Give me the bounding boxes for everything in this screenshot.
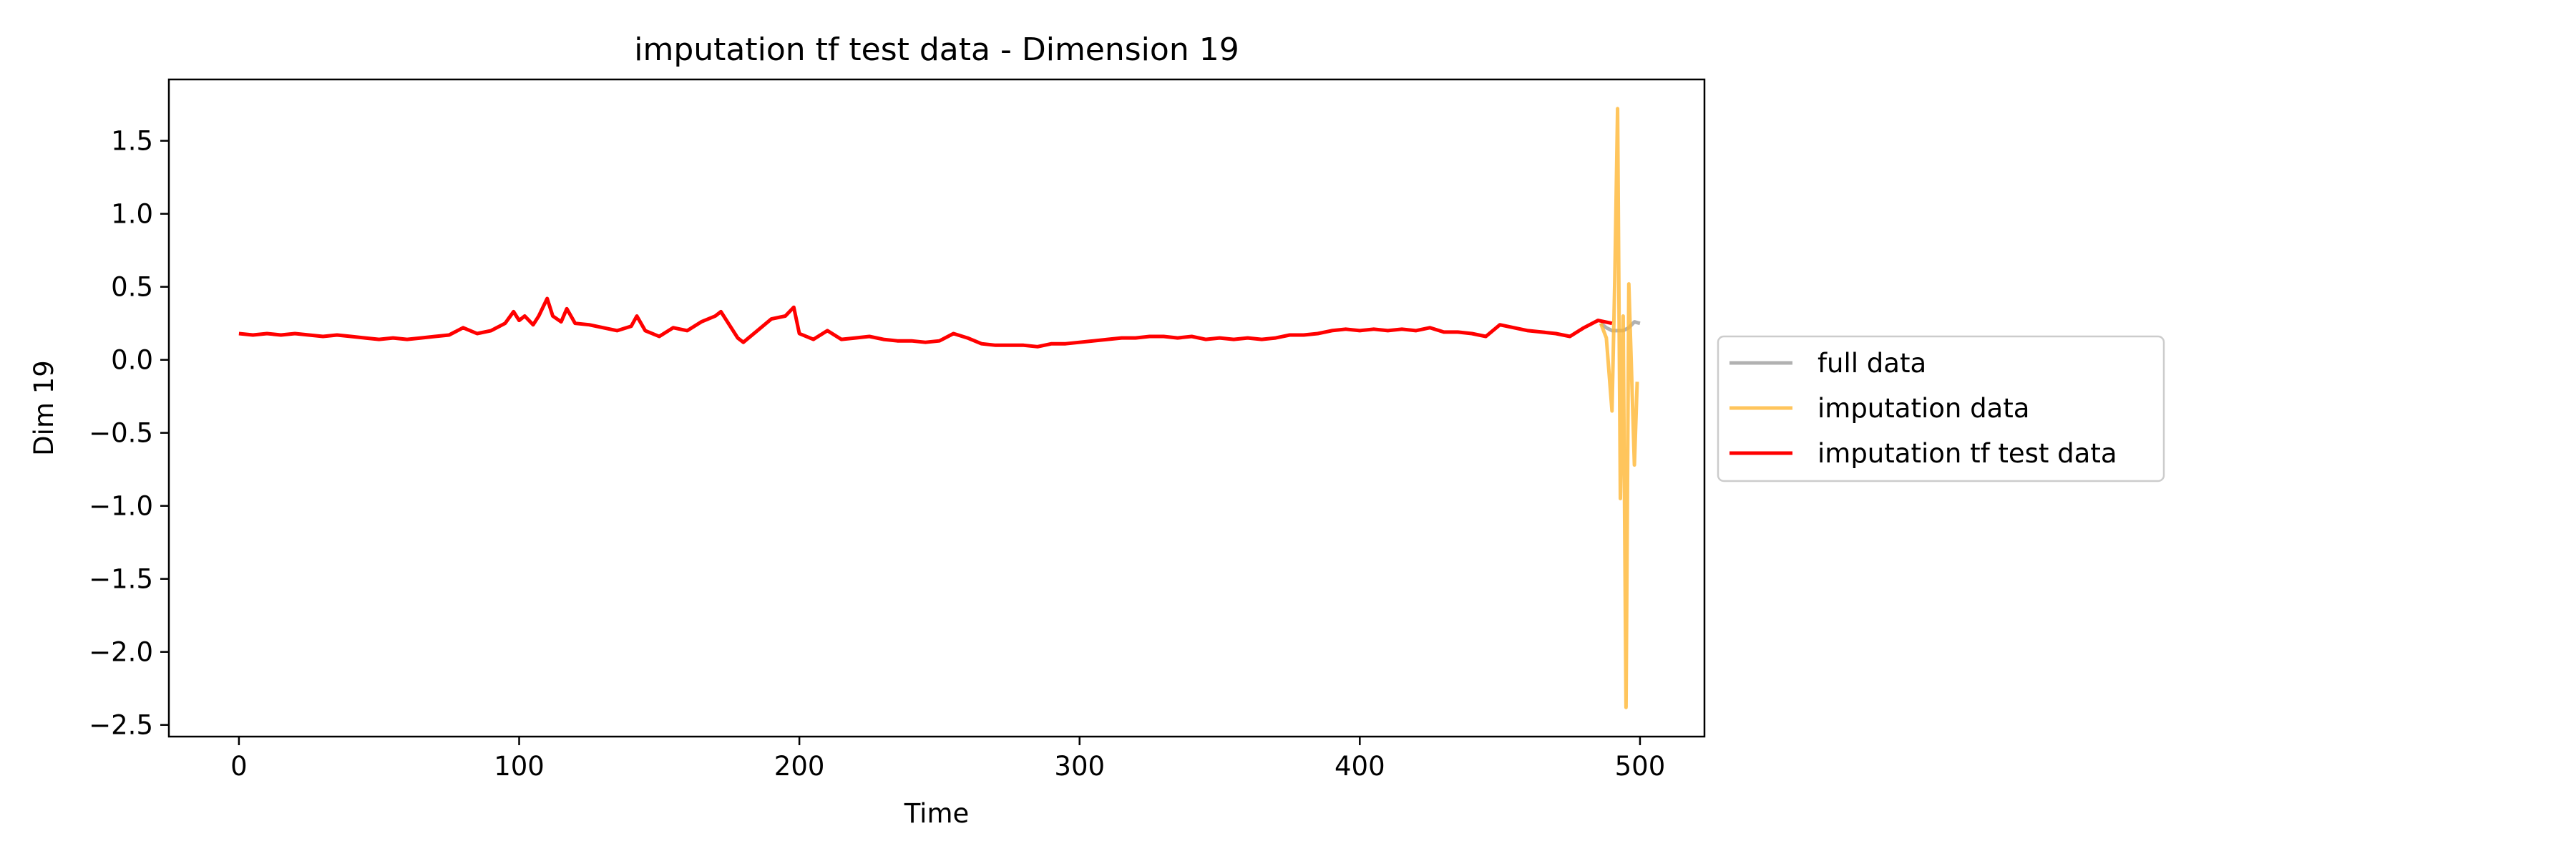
y-tick-label: 0.0: [111, 345, 153, 376]
series-line-1: [1599, 107, 1639, 709]
chart-title: imputation tf test data - Dimension 19: [634, 31, 1239, 68]
y-tick-label: −2.0: [89, 637, 153, 668]
x-tick-label: 300: [1054, 751, 1105, 782]
legend-label-0: full data: [1818, 348, 1926, 379]
x-tick-label: 0: [230, 751, 248, 782]
plot-frame: [167, 78, 1706, 738]
y-tick-label: 1.0: [111, 199, 153, 230]
x-axis: 0 100 200 300 400 500: [230, 737, 1665, 782]
y-axis-label: Dim 19: [29, 360, 59, 456]
x-tick-label: 400: [1335, 751, 1385, 782]
x-tick-label: 500: [1615, 751, 1666, 782]
legend-box: [1717, 335, 2165, 482]
plot-lines: [238, 107, 1641, 709]
x-axis-label: Time: [904, 798, 970, 829]
y-tick-label: 1.5: [111, 126, 153, 157]
y-tick-label: −2.5: [89, 710, 153, 741]
x-tick-label: 200: [774, 751, 825, 782]
y-tick-label: −1.0: [89, 491, 153, 522]
legend-label-1: imputation data: [1818, 393, 2029, 424]
y-tick-label: −0.5: [89, 418, 153, 449]
y-axis: 1.5 1.0 0.5 0.0 −0.5 −1.0 −1.5 −2.0 −2.5: [89, 126, 169, 741]
legend-label-2: imputation tf test data: [1818, 438, 2117, 469]
y-tick-label: −1.5: [89, 564, 153, 595]
legend: full data imputation data imputation tf te…: [1717, 335, 2165, 482]
y-tick-label: 0.5: [111, 272, 153, 303]
x-tick-label: 100: [494, 751, 545, 782]
series-line-2: [238, 296, 1613, 349]
